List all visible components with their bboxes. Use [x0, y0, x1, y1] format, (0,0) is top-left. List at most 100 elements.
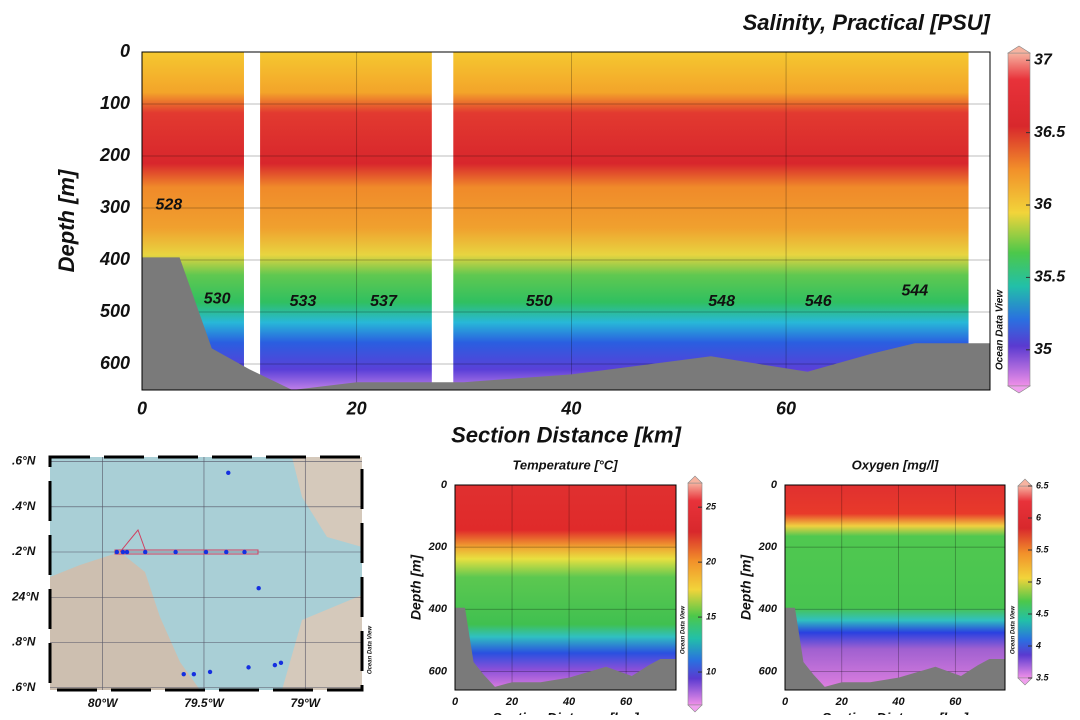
- colorbar-tick-label: 15: [706, 611, 717, 621]
- y-tick-label: .6°N: [12, 680, 36, 694]
- station-point: [143, 550, 147, 554]
- watermark: Ocean Data View: [368, 626, 374, 674]
- y-tick-label: 200: [758, 541, 778, 553]
- colorbar-cap: [1018, 678, 1032, 685]
- y-tick-label: 300: [100, 197, 130, 217]
- data-gap: [432, 52, 453, 385]
- x-axis-label: Section Distance [km]: [822, 709, 970, 715]
- x-tick-label: 0: [452, 696, 459, 708]
- y-tick-label: 100: [100, 93, 130, 113]
- watermark: Ocean Data View: [995, 289, 1006, 370]
- y-tick-label: 400: [758, 603, 778, 615]
- y-tick-label: 600: [759, 665, 778, 677]
- y-tick-label: .8°N: [12, 635, 36, 649]
- station-label: 528: [155, 197, 182, 214]
- x-tick-label: 80°W: [88, 696, 119, 710]
- x-tick-label: 20: [835, 696, 849, 708]
- y-tick-label: 400: [99, 249, 130, 269]
- station-point: [115, 550, 119, 554]
- colorbar-tick-label: 3.5: [1036, 672, 1050, 682]
- station-point: [125, 550, 129, 554]
- colorbar-tick-label: 4: [1035, 640, 1041, 650]
- x-tick-label: 60: [949, 696, 962, 708]
- station-point: [204, 550, 208, 554]
- station-point: [279, 661, 283, 665]
- colorbar-tick-label: 4.5: [1035, 608, 1050, 618]
- colorbar: [1008, 53, 1030, 386]
- station-point: [226, 471, 230, 475]
- y-tick-label: .2°N: [12, 544, 36, 558]
- section-panel: 02040600200400600Section Distance [km]De…: [408, 457, 717, 715]
- station-point: [224, 550, 228, 554]
- colorbar-tick-label: 20: [705, 557, 716, 567]
- station-label: 544: [902, 282, 929, 299]
- colorbar-tick-label: 36: [1034, 196, 1052, 213]
- x-tick-label: 40: [562, 696, 576, 708]
- field: [142, 52, 990, 390]
- y-axis-label: Depth [m]: [738, 554, 754, 621]
- x-tick-label: 79.5°W: [184, 696, 225, 710]
- x-tick-label: 40: [560, 399, 581, 419]
- colorbar-tick-label: 37: [1034, 51, 1053, 68]
- station-label: 546: [805, 293, 832, 310]
- field: [785, 485, 1005, 690]
- x-tick-label: 60: [620, 696, 633, 708]
- station-point: [246, 665, 250, 669]
- y-tick-label: 400: [428, 603, 448, 615]
- colorbar-tick-label: 25: [705, 502, 717, 512]
- station-point: [192, 672, 196, 676]
- station-point: [256, 586, 260, 590]
- x-axis-label: Section Distance [km]: [492, 709, 640, 715]
- colorbar-tick-label: 35.5: [1034, 269, 1066, 286]
- x-tick-label: 20: [346, 399, 367, 419]
- x-tick-label: 40: [891, 696, 905, 708]
- colorbar-tick-label: 35: [1034, 341, 1053, 358]
- x-tick-label: 79°W: [291, 696, 322, 710]
- watermark: Ocean Data View: [681, 606, 687, 654]
- y-tick-label: 200: [428, 541, 448, 553]
- y-tick-label: 0: [120, 41, 130, 61]
- station-point: [208, 670, 212, 674]
- station-label: 530: [204, 291, 231, 308]
- y-tick-label: 0: [771, 479, 778, 491]
- data-gap: [244, 52, 260, 385]
- y-axis-label: Depth [m]: [54, 169, 79, 272]
- colorbar-cap: [688, 705, 702, 712]
- x-tick-label: 60: [776, 399, 796, 419]
- colorbar-tick-label: 5: [1036, 576, 1042, 586]
- colorbar-tick-label: 6.5: [1036, 480, 1050, 490]
- station-label: 537: [370, 293, 398, 310]
- x-tick-label: 20: [505, 696, 519, 708]
- station-label: 550: [526, 293, 553, 310]
- y-tick-label: 600: [100, 353, 130, 373]
- colorbar-tick-label: 5.5: [1036, 544, 1050, 554]
- x-tick-label: 0: [782, 696, 789, 708]
- watermark: Ocean Data View: [1011, 606, 1017, 654]
- y-tick-label: 0: [441, 479, 448, 491]
- chart-title: Temperature [°C]: [512, 457, 618, 472]
- y-tick-label: .6°N: [12, 454, 36, 468]
- colorbar-tick-label: 6: [1036, 512, 1042, 522]
- field: [455, 485, 676, 690]
- colorbar-cap: [1008, 46, 1030, 53]
- section-panel: 02040600200400600Section Distance [km]De…: [738, 457, 1050, 715]
- x-tick-label: 0: [137, 399, 147, 419]
- station-label: 548: [708, 293, 735, 310]
- y-tick-label: 500: [100, 301, 130, 321]
- station-label: 533: [290, 293, 317, 310]
- station-point: [242, 550, 246, 554]
- y-tick-label: 600: [429, 665, 448, 677]
- station-point: [273, 663, 277, 667]
- colorbar-tick-label: 36.5: [1034, 124, 1066, 141]
- colorbar-tick-label: 10: [706, 666, 716, 676]
- colorbar-cap: [1008, 386, 1030, 393]
- y-tick-label: .4°N: [12, 499, 36, 513]
- figure: 5285305335375505485465440204060010020030…: [0, 0, 1080, 715]
- colorbar-cap: [1018, 479, 1032, 486]
- y-axis-label: Depth [m]: [408, 554, 424, 621]
- colorbar-cap: [688, 476, 702, 483]
- data-gap: [969, 52, 990, 390]
- station-point: [121, 550, 125, 554]
